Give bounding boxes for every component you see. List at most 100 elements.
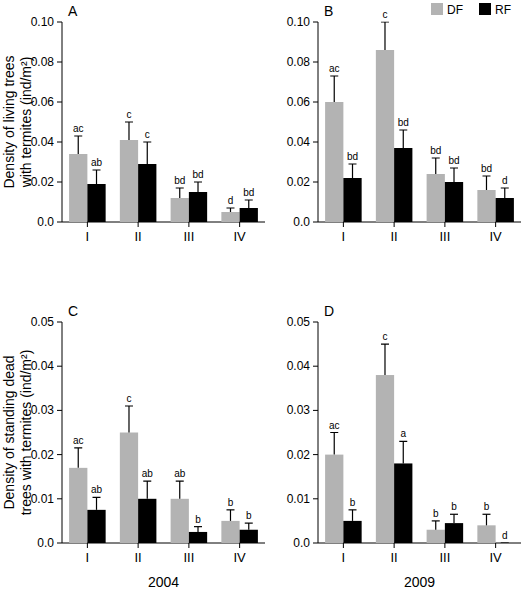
y-tick [313,102,318,103]
error-cap [501,187,509,188]
y-tick-label: 0.02 [31,175,55,189]
bar [445,523,463,543]
bar [221,521,239,543]
y-tick [57,22,62,23]
error-cap [482,514,490,515]
x-tick-label: III [439,550,450,565]
error-cap [125,121,133,122]
error-cap [501,542,509,543]
x-tick [239,222,240,227]
legend-swatch [431,3,443,15]
x-tick-label: I [342,550,346,565]
error-bar [334,433,335,455]
bar [171,499,189,543]
x-axis-label: 2004 [148,574,179,590]
bar [189,532,207,543]
error-bar [453,514,454,523]
bar [394,148,412,222]
significance-letter: d [502,530,508,541]
panel-label: A [68,3,78,19]
x-tick-label: II [135,550,142,565]
error-cap [176,187,184,188]
bar [496,543,514,544]
y-tick [313,62,318,63]
significance-letter: bd [430,145,441,156]
y-tick-label: 0.03 [287,403,311,417]
y-tick [313,498,318,499]
x-tick-label: IV [489,550,502,565]
y-tick [313,222,318,223]
significance-letter: c [126,393,131,404]
marks [69,406,258,543]
significance-letter: ab [91,484,103,495]
significance-letter: a [400,428,406,439]
x-tick [343,543,344,548]
error-bar [435,521,436,530]
error-cap [74,447,82,448]
error-bar [197,182,198,192]
bar [138,164,156,222]
x-tick-label: II [391,550,398,565]
x-tick [138,543,139,548]
y-tick [57,142,62,143]
significance-letter: bd [174,175,185,186]
error-cap [226,207,234,208]
panel-label: D [324,303,334,319]
x-tick [495,543,496,548]
x-tick-label: I [86,229,90,244]
y-tick [57,102,62,103]
significance-letter: ac [73,123,84,134]
x-tick [444,222,445,227]
x-axis-label: 2009 [404,574,435,590]
y-axis [62,22,63,222]
legend-label: RF [495,3,511,17]
bar [138,499,156,543]
x-tick [343,222,344,227]
error-cap [194,181,202,182]
bar [427,174,445,222]
error-cap [93,169,101,170]
y-tick-label: 0.05 [287,315,311,329]
y-tick-label: 0.02 [287,175,311,189]
error-bar [147,481,148,499]
y-tick [57,454,62,455]
error-cap [93,497,101,498]
y-axis [62,322,63,543]
bar [343,521,361,543]
bar [87,510,105,543]
y-tick [313,454,318,455]
error-cap [432,520,440,521]
bar [445,182,463,222]
x-tick-label: III [183,550,194,565]
error-bar [179,188,180,198]
bar [427,530,445,543]
error-cap [450,167,458,168]
y-tick-label: 0.03 [31,403,55,417]
x-tick [495,222,496,227]
y-axis [318,22,319,222]
error-bar [78,136,79,154]
error-bar [128,122,129,140]
x-tick-label: IV [233,229,246,244]
significance-letter: b [246,510,252,521]
y-tick [313,182,318,183]
error-bar [435,158,436,174]
y-tick-label: 0.0 [293,536,310,550]
x-tick-label: IV [233,550,246,565]
panel-label: B [324,3,333,19]
panel: D0.00.010.020.030.040.05IIIIIIIVaccbbbab… [287,303,521,590]
x-tick-label: III [183,229,194,244]
error-cap [125,405,133,406]
error-bar [504,188,505,198]
error-bar [230,510,231,521]
y-tick [313,410,318,411]
error-cap [245,523,253,524]
bar [343,178,361,222]
error-cap [176,481,184,482]
error-cap [381,344,389,345]
error-bar [96,497,97,509]
x-tick [87,543,88,548]
x-tick-label: II [135,229,142,244]
error-cap [143,141,151,142]
significance-letter: b [451,501,457,512]
